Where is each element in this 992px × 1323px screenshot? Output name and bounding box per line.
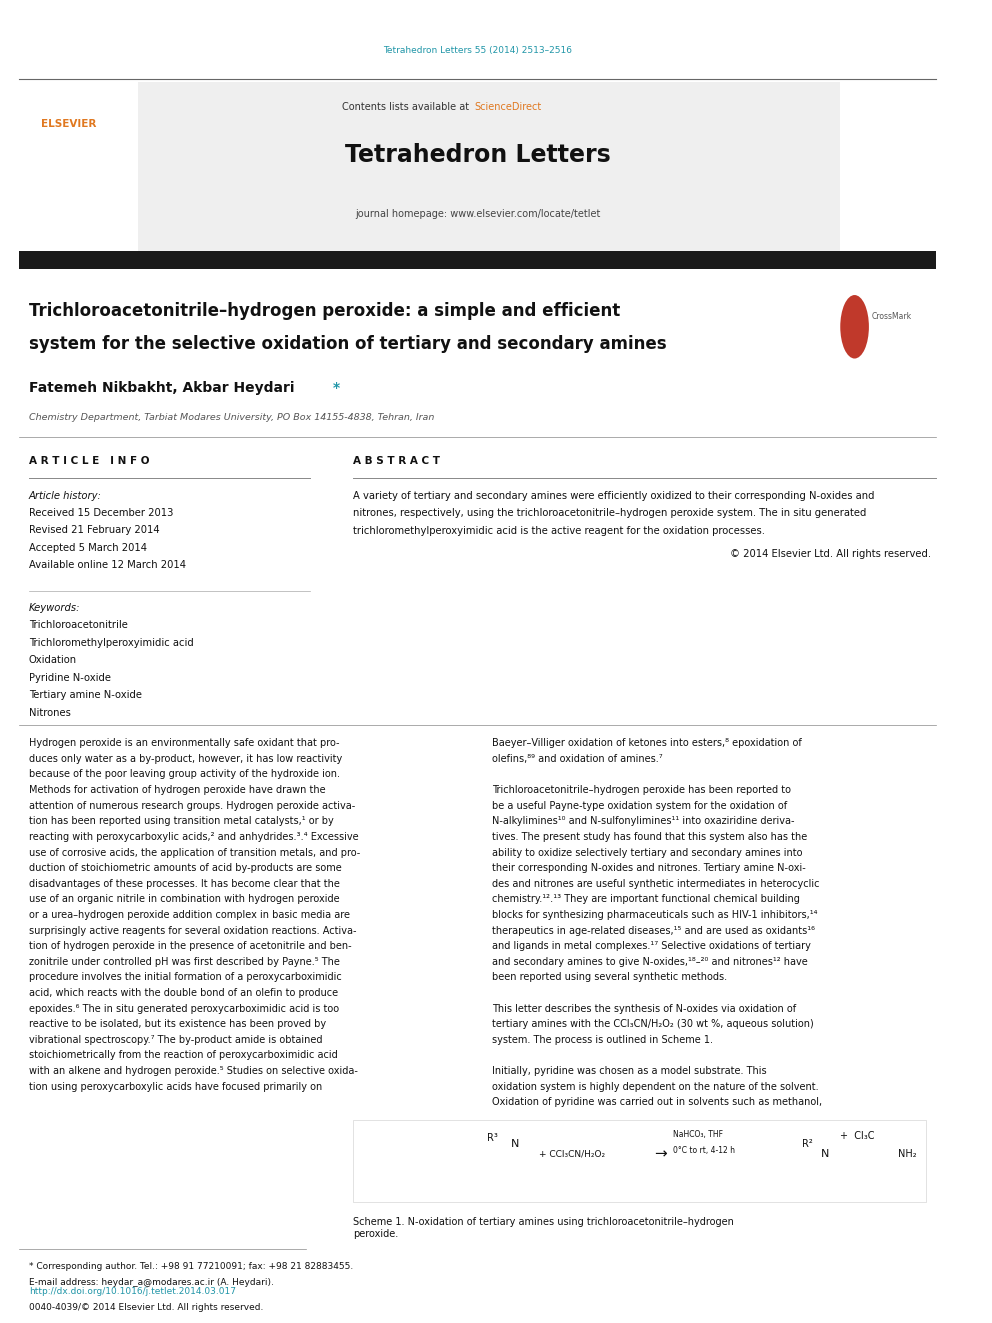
- Text: oxidation system is highly dependent on the nature of the solvent.: oxidation system is highly dependent on …: [492, 1082, 818, 1091]
- Text: +  Cl₃C: + Cl₃C: [840, 1131, 875, 1142]
- Text: 0040-4039/© 2014 Elsevier Ltd. All rights reserved.: 0040-4039/© 2014 Elsevier Ltd. All right…: [29, 1303, 263, 1312]
- Text: This letter describes the synthesis of N-oxides via oxidation of: This letter describes the synthesis of N…: [492, 1004, 796, 1013]
- Text: tives. The present study has found that this system also has the: tives. The present study has found that …: [492, 832, 807, 841]
- Text: reactive to be isolated, but its existence has been proved by: reactive to be isolated, but its existen…: [29, 1019, 325, 1029]
- Text: Contents lists available at: Contents lists available at: [342, 102, 472, 112]
- Text: tertiary amines with the CCl₃CN/H₂O₂ (30 wt %, aqueous solution): tertiary amines with the CCl₃CN/H₂O₂ (30…: [492, 1019, 813, 1029]
- Text: CrossMark: CrossMark: [872, 312, 912, 320]
- Text: Trichloromethylperoxyimidic acid: Trichloromethylperoxyimidic acid: [29, 638, 193, 648]
- Text: their corresponding N-oxides and nitrones. Tertiary amine N-oxi-: their corresponding N-oxides and nitrone…: [492, 863, 806, 873]
- Text: nitrones, respectively, using the trichloroacetonitrile–hydrogen peroxide system: nitrones, respectively, using the trichl…: [353, 508, 867, 519]
- Text: Scheme 1. N-oxidation of tertiary amines using trichloroacetonitrile–hydrogen
pe: Scheme 1. N-oxidation of tertiary amines…: [353, 1217, 734, 1240]
- Text: Pyridine N-oxide: Pyridine N-oxide: [29, 673, 111, 683]
- Text: use of corrosive acids, the application of transition metals, and pro-: use of corrosive acids, the application …: [29, 848, 360, 857]
- Text: R²: R²: [803, 1139, 812, 1150]
- Text: reacting with peroxycarboxylic acids,² and anhydrides.³․⁴ Excessive: reacting with peroxycarboxylic acids,² a…: [29, 832, 358, 841]
- Text: 0°C to rt, 4-12 h: 0°C to rt, 4-12 h: [674, 1146, 735, 1155]
- Text: tion of hydrogen peroxide in the presence of acetonitrile and ben-: tion of hydrogen peroxide in the presenc…: [29, 941, 351, 951]
- Text: ScienceDirect: ScienceDirect: [474, 102, 542, 112]
- Text: R³: R³: [487, 1132, 498, 1143]
- Text: Revised 21 February 2014: Revised 21 February 2014: [29, 525, 160, 536]
- Text: NaHCO₃, THF: NaHCO₃, THF: [674, 1130, 723, 1139]
- Text: Chemistry Department, Tarbiat Modares University, PO Box 14155-4838, Tehran, Ira: Chemistry Department, Tarbiat Modares Un…: [29, 413, 434, 422]
- Text: Initially, pyridine was chosen as a model substrate. This: Initially, pyridine was chosen as a mode…: [492, 1066, 767, 1076]
- Text: stoichiometrically from the reaction of peroxycarboximidic acid: stoichiometrically from the reaction of …: [29, 1050, 337, 1061]
- Text: NH₂: NH₂: [898, 1148, 917, 1159]
- Text: ELSEVIER: ELSEVIER: [41, 119, 96, 130]
- Text: A R T I C L E   I N F O: A R T I C L E I N F O: [29, 456, 149, 467]
- Text: duces only water as a by-product, however, it has low reactivity: duces only water as a by-product, howeve…: [29, 754, 342, 763]
- Text: use of an organic nitrile in combination with hydrogen peroxide: use of an organic nitrile in combination…: [29, 894, 339, 905]
- Text: + CCl₃CN/H₂O₂: + CCl₃CN/H₂O₂: [540, 1150, 605, 1159]
- Text: tion using peroxycarboxylic acids have focused primarily on: tion using peroxycarboxylic acids have f…: [29, 1082, 321, 1091]
- Text: * Corresponding author. Tel.: +98 91 77210091; fax: +98 21 82883455.: * Corresponding author. Tel.: +98 91 772…: [29, 1262, 353, 1271]
- Text: Tetrahedron Letters 55 (2014) 2513–2516: Tetrahedron Letters 55 (2014) 2513–2516: [383, 46, 572, 54]
- Text: surprisingly active reagents for several oxidation reactions. Activa-: surprisingly active reagents for several…: [29, 926, 356, 935]
- Text: zonitrile under controlled pH was first described by Payne.⁵ The: zonitrile under controlled pH was first …: [29, 957, 339, 967]
- Text: ability to oxidize selectively tertiary and secondary amines into: ability to oxidize selectively tertiary …: [492, 848, 803, 857]
- Text: N: N: [511, 1139, 519, 1150]
- Text: Baeyer–Villiger oxidation of ketones into esters,⁸ epoxidation of: Baeyer–Villiger oxidation of ketones int…: [492, 738, 802, 749]
- Text: Received 15 December 2013: Received 15 December 2013: [29, 508, 173, 519]
- Text: Trichloroacetonitrile–hydrogen peroxide: a simple and efficient: Trichloroacetonitrile–hydrogen peroxide:…: [29, 302, 620, 320]
- Text: therapeutics in age-related diseases,¹⁵ and are used as oxidants¹⁶: therapeutics in age-related diseases,¹⁵ …: [492, 926, 814, 935]
- Text: vibrational spectroscopy.⁷ The by-product amide is obtained: vibrational spectroscopy.⁷ The by-produc…: [29, 1035, 322, 1045]
- Text: N: N: [821, 1148, 829, 1159]
- Text: and ligands in metal complexes.¹⁷ Selective oxidations of tertiary: and ligands in metal complexes.¹⁷ Select…: [492, 941, 810, 951]
- Text: chemistry.¹²․¹³ They are important functional chemical building: chemistry.¹²․¹³ They are important funct…: [492, 894, 800, 905]
- Text: disadvantages of these processes. It has become clear that the: disadvantages of these processes. It has…: [29, 878, 339, 889]
- Text: or a urea–hydrogen peroxide addition complex in basic media are: or a urea–hydrogen peroxide addition com…: [29, 910, 349, 919]
- Text: attention of numerous research groups. Hydrogen peroxide activa-: attention of numerous research groups. H…: [29, 800, 355, 811]
- Text: system. The process is outlined in Scheme 1.: system. The process is outlined in Schem…: [492, 1035, 712, 1045]
- Text: Tertiary amine N-oxide: Tertiary amine N-oxide: [29, 691, 142, 700]
- Text: and secondary amines to give N-oxides,¹⁸–²⁰ and nitrones¹² have: and secondary amines to give N-oxides,¹⁸…: [492, 957, 807, 967]
- Text: with an alkene and hydrogen peroxide.⁵ Studies on selective oxida-: with an alkene and hydrogen peroxide.⁵ S…: [29, 1066, 357, 1076]
- Text: system for the selective oxidation of tertiary and secondary amines: system for the selective oxidation of te…: [29, 335, 667, 353]
- FancyBboxPatch shape: [139, 82, 840, 251]
- Text: A B S T R A C T: A B S T R A C T: [353, 456, 440, 467]
- Text: Hydrogen peroxide is an environmentally safe oxidant that pro-: Hydrogen peroxide is an environmentally …: [29, 738, 339, 749]
- Text: acid, which reacts with the double bond of an olefin to produce: acid, which reacts with the double bond …: [29, 988, 337, 998]
- Text: A variety of tertiary and secondary amines were efficiently oxidized to their co: A variety of tertiary and secondary amin…: [353, 491, 875, 501]
- Text: journal homepage: www.elsevier.com/locate/tetlet: journal homepage: www.elsevier.com/locat…: [355, 209, 600, 220]
- Text: tion has been reported using transition metal catalysts,¹ or by: tion has been reported using transition …: [29, 816, 333, 827]
- Text: Oxidation of pyridine was carried out in solvents such as methanol,: Oxidation of pyridine was carried out in…: [492, 1097, 821, 1107]
- Text: Article history:: Article history:: [29, 491, 101, 501]
- Text: © 2014 Elsevier Ltd. All rights reserved.: © 2014 Elsevier Ltd. All rights reserved…: [730, 549, 930, 558]
- Text: been reported using several synthetic methods.: been reported using several synthetic me…: [492, 972, 727, 983]
- Text: Available online 12 March 2014: Available online 12 March 2014: [29, 561, 186, 570]
- Text: Nitrones: Nitrones: [29, 708, 70, 718]
- FancyBboxPatch shape: [353, 1119, 927, 1201]
- Text: trichloromethylperoxyimidic acid is the active reagent for the oxidation process: trichloromethylperoxyimidic acid is the …: [353, 525, 765, 536]
- Text: Fatemeh Nikbakht, Akbar Heydari: Fatemeh Nikbakht, Akbar Heydari: [29, 381, 295, 396]
- Text: because of the poor leaving group activity of the hydroxide ion.: because of the poor leaving group activi…: [29, 770, 339, 779]
- Text: Accepted 5 March 2014: Accepted 5 March 2014: [29, 542, 147, 553]
- Text: duction of stoichiometric amounts of acid by-products are some: duction of stoichiometric amounts of aci…: [29, 863, 341, 873]
- Text: Tetrahedron Letters: Tetrahedron Letters: [344, 143, 610, 167]
- Text: E-mail address: heydar_a@modares.ac.ir (A. Heydari).: E-mail address: heydar_a@modares.ac.ir (…: [29, 1278, 274, 1287]
- Text: be a useful Payne-type oxidation system for the oxidation of: be a useful Payne-type oxidation system …: [492, 800, 787, 811]
- Text: blocks for synthesizing pharmaceuticals such as HIV-1 inhibitors,¹⁴: blocks for synthesizing pharmaceuticals …: [492, 910, 817, 919]
- Text: Keywords:: Keywords:: [29, 603, 80, 614]
- Text: →: →: [654, 1146, 667, 1162]
- Text: epoxides.⁶ The in situ generated peroxycarboximidic acid is too: epoxides.⁶ The in situ generated peroxyc…: [29, 1004, 339, 1013]
- Text: procedure involves the initial formation of a peroxycarboximidic: procedure involves the initial formation…: [29, 972, 341, 983]
- Text: N-alkylimines¹⁰ and N-sulfonylimines¹¹ into oxaziridine deriva-: N-alkylimines¹⁰ and N-sulfonylimines¹¹ i…: [492, 816, 795, 827]
- FancyBboxPatch shape: [19, 251, 935, 269]
- Text: Trichloroacetonitrile–hydrogen peroxide has been reported to: Trichloroacetonitrile–hydrogen peroxide …: [492, 785, 791, 795]
- Text: des and nitrones are useful synthetic intermediates in heterocyclic: des and nitrones are useful synthetic in…: [492, 878, 819, 889]
- Text: http://dx.doi.org/10.1016/j.tetlet.2014.03.017: http://dx.doi.org/10.1016/j.tetlet.2014.…: [29, 1287, 236, 1297]
- Text: Methods for activation of hydrogen peroxide have drawn the: Methods for activation of hydrogen perox…: [29, 785, 325, 795]
- Text: Trichloroacetonitrile: Trichloroacetonitrile: [29, 620, 128, 631]
- Text: Oxidation: Oxidation: [29, 655, 76, 665]
- Text: olefins,⁸⁹ and oxidation of amines.⁷: olefins,⁸⁹ and oxidation of amines.⁷: [492, 754, 663, 763]
- Ellipse shape: [840, 295, 869, 359]
- Text: *: *: [332, 381, 339, 396]
